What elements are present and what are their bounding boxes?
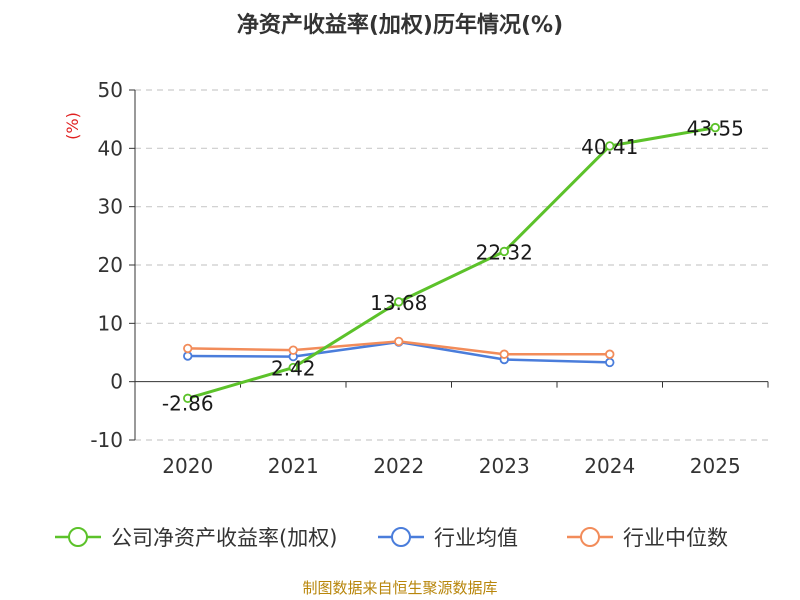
y-axis-label: (%) [63,112,82,140]
data-source: 制图数据来自恒生聚源数据库 [302,579,497,597]
x-tick-label: 2024 [584,454,635,478]
x-tick-label: 2022 [373,454,424,478]
data-point [288,362,298,373]
data-label: 40.41 [581,135,638,159]
x-tick-label: 2023 [479,454,530,478]
data-label: 43.55 [687,117,744,141]
data-label: 13.68 [370,291,427,315]
data-point [605,357,615,368]
y-tick-label: 20 [98,253,123,277]
x-tick-label: 2025 [690,454,741,478]
x-tick-label: 2021 [268,454,319,478]
data-point [605,349,615,359]
series-line [187,126,716,400]
series-lines [183,122,720,404]
legend: 公司净资产收益率(加权) 行业均值 行业中位数 [55,526,728,550]
data-label: 2.42 [271,357,316,381]
data-point [710,122,720,133]
y-tick-label: 0 [110,370,123,394]
data-label: -2.86 [162,391,214,415]
data-point [499,349,509,359]
y-tick-label: -10 [90,428,123,452]
data-labels: -2.86 2.42 13.68 22.32 40.41 43.55 [162,117,744,416]
data-point [183,351,193,361]
axes: -10 0 10 20 30 40 50 2020 2021 2022 2023 2024 2025 [90,78,769,478]
legend-marker [580,527,600,547]
x-tick-label: 2020 [162,454,213,478]
y-tick-label: 10 [98,311,123,335]
y-tick-label: 50 [98,78,123,102]
legend-label: 行业均值 [434,526,518,550]
legend-marker [391,527,411,547]
legend-label: 行业中位数 [623,526,728,550]
data-point [499,246,509,257]
data-point [605,141,615,151]
data-point [288,345,298,355]
y-tick-label: 40 [98,136,123,160]
data-point [183,343,193,354]
legend-label: 公司净资产收益率(加权) [111,526,337,550]
data-point [394,297,404,307]
chart-title: 净资产收益率(加权)历年情况(%) [237,12,563,38]
data-label: 22.32 [476,240,533,264]
data-point [394,336,404,347]
legend-marker [68,527,88,547]
data-point [183,393,193,404]
y-tick-label: 30 [98,195,123,219]
